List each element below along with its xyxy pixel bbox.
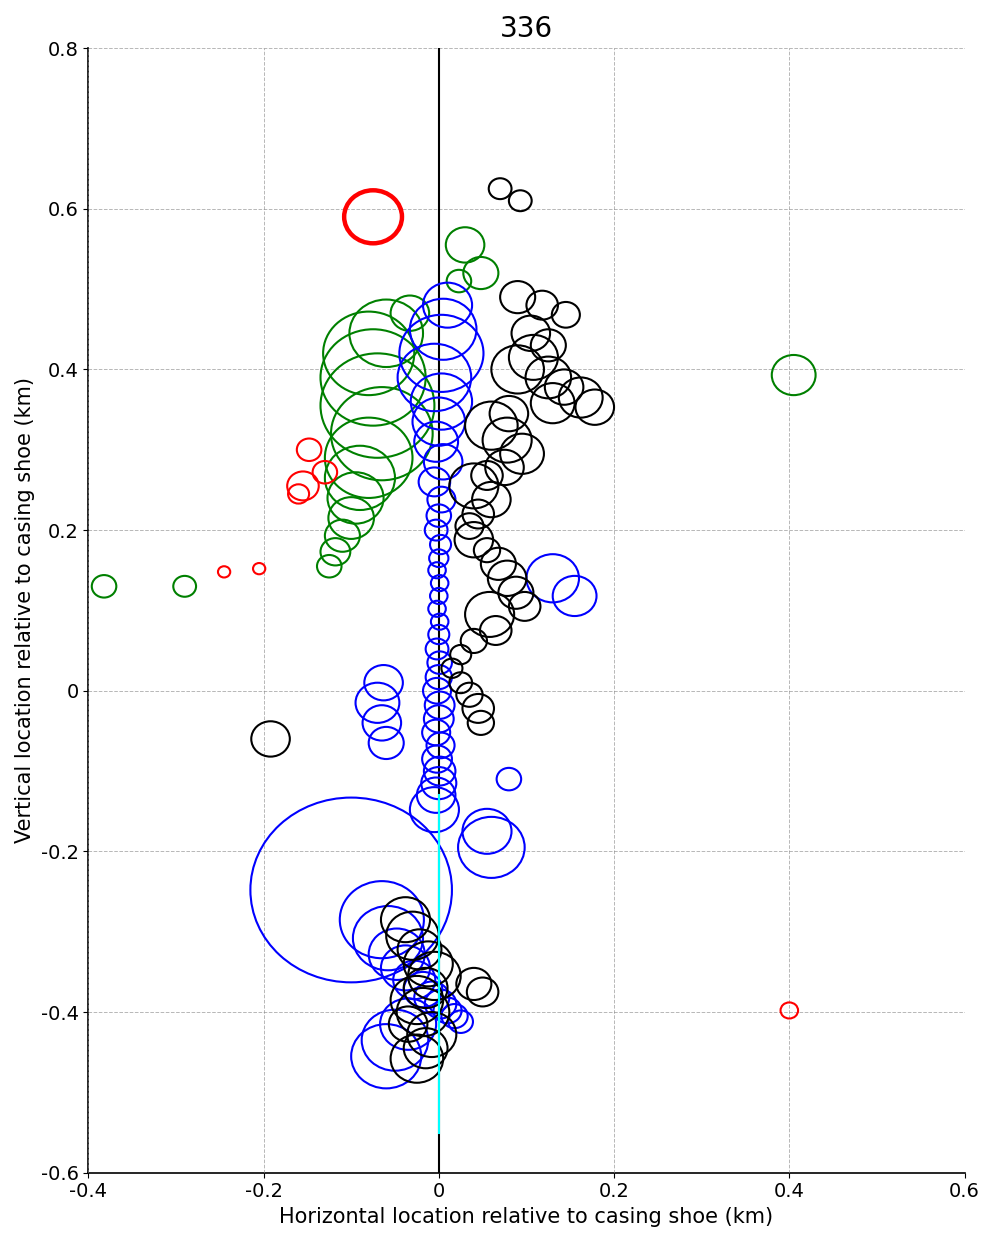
Y-axis label: Vertical location relative to casing shoe (km): Vertical location relative to casing sho… [15, 378, 35, 843]
X-axis label: Horizontal location relative to casing shoe (km): Horizontal location relative to casing s… [279, 1207, 772, 1227]
Title: 336: 336 [499, 15, 553, 43]
